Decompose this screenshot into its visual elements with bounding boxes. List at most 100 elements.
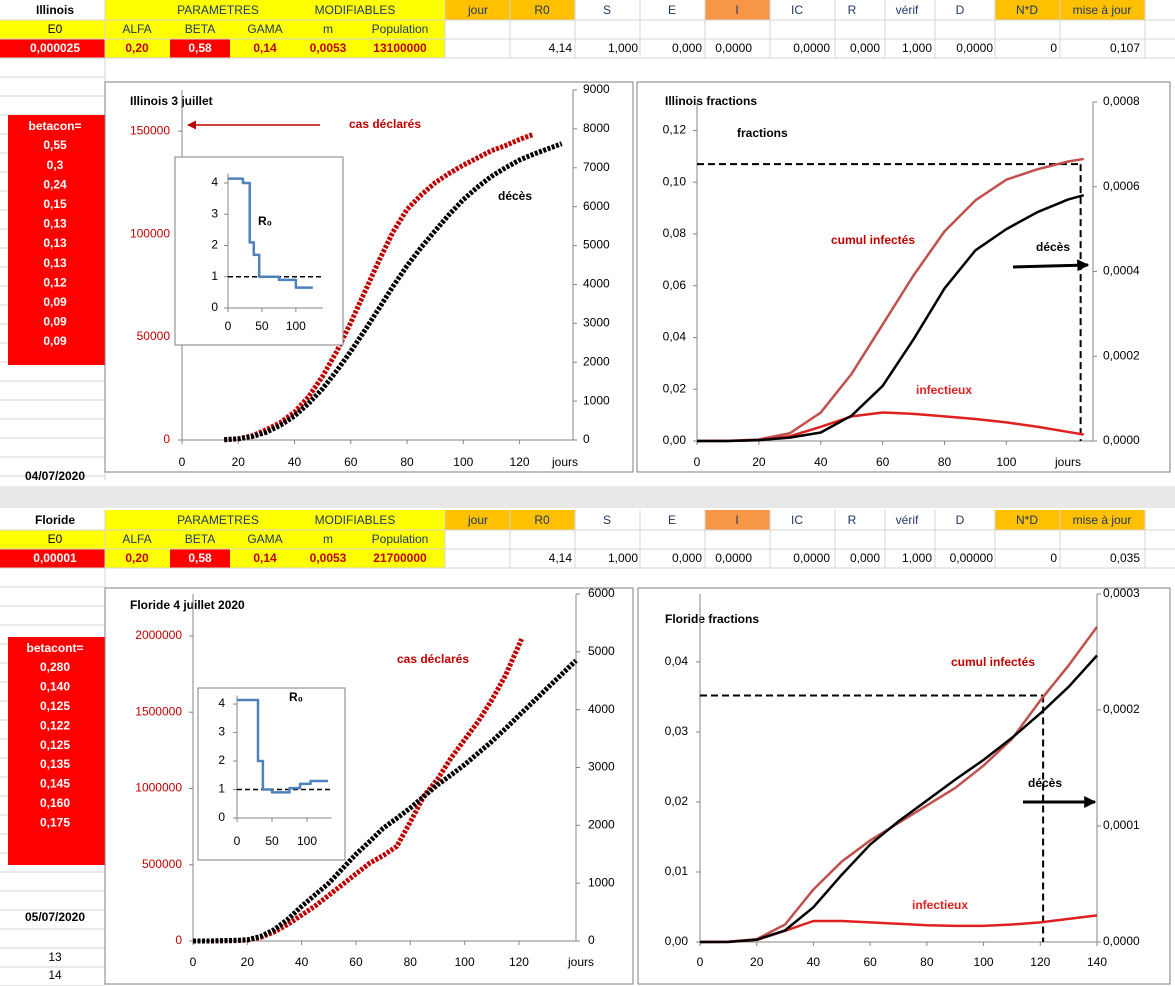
y-tick-label: 0 [163, 432, 170, 446]
y2-tick-label: 0,0004 [1103, 264, 1140, 278]
betacon-value: 0,3 [47, 158, 64, 172]
betacon-value: 0,15 [43, 197, 67, 211]
x-tick-label: 0 [179, 455, 186, 469]
header-cell: N*D [1016, 513, 1038, 527]
betacon-value: 0,125 [40, 699, 70, 713]
y-tick-label: 1000000 [135, 781, 182, 795]
y-tick-label: 0,04 [665, 654, 689, 668]
header-cell: E [668, 513, 676, 527]
header-cell: R0 [534, 513, 550, 527]
series-line [697, 194, 1085, 443]
y2-tick-label: 6000 [583, 199, 610, 213]
y2-tick-label: 5000 [588, 644, 615, 658]
x-tick-label: 80 [404, 955, 418, 969]
betacon-label: betacont= [26, 641, 83, 655]
header-cell: jour [467, 3, 488, 17]
betacon-block [8, 115, 105, 365]
y-tick-label: 50000 [137, 329, 171, 343]
x-tick-label: 0 [234, 834, 241, 848]
value-cell: 0,0000 [715, 41, 752, 55]
y-tick-label: 0,02 [663, 381, 687, 395]
value-cell: 1,000 [608, 41, 638, 55]
header-cell: mise à jour [1073, 513, 1132, 527]
value-cell: 1,000 [902, 41, 932, 55]
y-tick-label: 150000 [130, 123, 170, 137]
series-label: décès [498, 189, 532, 203]
x-tick-label: 120 [1030, 955, 1050, 969]
y-tick-label: 100000 [130, 226, 170, 240]
e0-value-bg [0, 549, 105, 568]
header-bg [705, 0, 770, 20]
betacon-value: 0,280 [40, 660, 70, 674]
y-tick-label: 2 [211, 238, 218, 252]
value-cell: 1,000 [608, 551, 638, 565]
series-line [228, 177, 313, 289]
y-tick-label: 0,02 [665, 794, 689, 808]
e0-bg [0, 530, 105, 549]
y-tick-label: 0 [211, 300, 218, 314]
value-cell: 13100000 [373, 41, 427, 55]
param-bg [105, 0, 445, 58]
window-separator [0, 486, 1175, 508]
x-tick-label: 20 [241, 955, 255, 969]
value-cell: 0,00000 [950, 551, 994, 565]
x-tick-label: 100 [453, 455, 473, 469]
header-cell: N*D [1016, 3, 1038, 17]
value-cell: 0,20 [125, 551, 149, 565]
y-tick-label: 500000 [142, 857, 182, 871]
y2-tick-label: 0,0008 [1103, 94, 1140, 108]
y-tick-label: 1 [218, 782, 225, 796]
y2-tick-label: 8000 [583, 121, 610, 135]
header-cell: vérif [896, 3, 919, 17]
param-label: E0 [48, 532, 63, 546]
chart-frame [197, 687, 346, 861]
series-label: décès [1036, 240, 1070, 254]
x-tick-label: 80 [920, 955, 934, 969]
value-cell: 0,000025 [30, 41, 80, 55]
x-axis-label: jours [551, 455, 578, 469]
x-tick-label: 60 [863, 955, 877, 969]
header-cell: vérif [896, 513, 919, 527]
value-cell: 0,0000 [793, 551, 830, 565]
header-bg [705, 510, 770, 530]
y2-tick-label: 3000 [583, 316, 610, 330]
header-bg [445, 0, 510, 20]
header-cell: jour [467, 513, 488, 527]
y2-tick-label: 0,0002 [1103, 348, 1140, 362]
y-axis-label: fractions [737, 126, 788, 140]
chart-title: Floride fractions [665, 612, 759, 626]
value-cell: 0,0053 [310, 551, 347, 565]
y-tick-label: 0,06 [663, 278, 687, 292]
value-cell: 0 [1050, 551, 1057, 565]
y-tick-label: 0,00 [665, 934, 689, 948]
header-cell: R [848, 513, 857, 527]
value-cell: 0,58 [188, 551, 212, 565]
x-tick-label: 100 [286, 319, 306, 333]
header-cell: D [956, 3, 965, 17]
e0-value-bg [0, 39, 105, 58]
y2-tick-label: 3000 [588, 760, 615, 774]
y2-tick-label: 9000 [583, 82, 610, 96]
param-label: ALFA [122, 532, 151, 546]
value-cell: 0,035 [1110, 551, 1140, 565]
value-cell: 4,14 [549, 41, 573, 55]
betacon-value: 0,13 [43, 217, 67, 231]
betacon-value: 0,140 [40, 680, 70, 694]
header-cell: Illinois [36, 3, 74, 17]
y2-tick-label: 4000 [588, 702, 615, 716]
y2-tick-label: 7000 [583, 160, 610, 174]
x-tick-label: 60 [344, 455, 358, 469]
y-tick-label: 2 [218, 753, 225, 767]
series-line [237, 698, 328, 794]
param-label: E0 [48, 22, 63, 36]
y2-tick-label: 2000 [583, 354, 610, 368]
arrow [1012, 259, 1090, 272]
y-tick-label: 1500000 [135, 704, 182, 718]
chart-title: Illinois 3 juillet [130, 94, 213, 108]
y-tick-label: 0,03 [665, 724, 689, 738]
header-cell: PARAMETRES [177, 513, 259, 527]
x-tick-label: 60 [876, 455, 890, 469]
param-label: m [323, 532, 333, 546]
value-cell: 0,000 [672, 551, 702, 565]
